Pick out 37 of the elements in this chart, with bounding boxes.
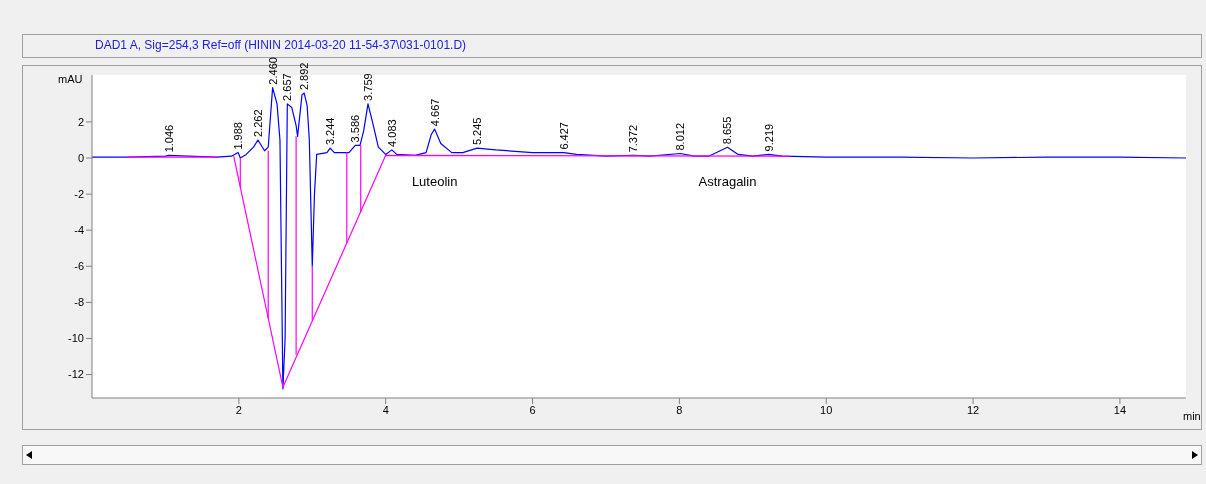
annotation: 2.460 (266, 57, 279, 85)
annotation: 2.262 (252, 109, 265, 137)
annotation: 1.046 (162, 124, 175, 153)
annotation: 9.219 (762, 123, 775, 152)
y-tick-label: -6 (74, 260, 84, 273)
annotation: 3.244 (324, 117, 337, 146)
y-tick-label: -10 (68, 332, 84, 345)
annotation: 2.657 (281, 73, 294, 101)
annotation: 3.586 (349, 114, 362, 143)
y-tick-label: -8 (74, 296, 84, 309)
x-tick-label: 14 (1113, 403, 1127, 416)
annotation: 5.245 (471, 117, 484, 146)
chart-title: DAD1 A, Sig=254,3 Ref=off (HININ 2014-03-20 11-54-37\031-0101.D) (95, 38, 467, 52)
annotation: 2.892 (298, 62, 311, 91)
x-tick-label: 2 (235, 403, 242, 416)
annotation: Luteolin (411, 174, 458, 190)
annotation: 8.012 (674, 122, 687, 151)
x-tick-label: 4 (382, 403, 389, 416)
x-axis-title: min (1183, 410, 1201, 422)
x-tick-label: 8 (676, 403, 683, 416)
annotation: 4.083 (385, 119, 398, 147)
y-tick-label: -4 (74, 224, 84, 237)
annotation: 8.655 (721, 116, 734, 145)
y-tick-label: -2 (74, 188, 84, 200)
y-tick-label: 2 (77, 115, 84, 128)
x-tick-label: 6 (529, 403, 536, 416)
y-axis-title: mAU (58, 73, 83, 85)
annotation: 3.759 (362, 73, 374, 101)
annotation: 1.988 (231, 122, 244, 150)
annotation: 6.427 (557, 122, 570, 150)
annotation: 7.372 (627, 124, 640, 153)
y-tick-label: 0 (77, 151, 84, 164)
annotation: Astragalin (698, 174, 757, 190)
y-tick-label: -12 (68, 368, 84, 381)
annotation: 4.667 (428, 98, 441, 127)
x-tick-label: 10 (820, 403, 833, 416)
x-tick-label: 12 (966, 403, 980, 416)
